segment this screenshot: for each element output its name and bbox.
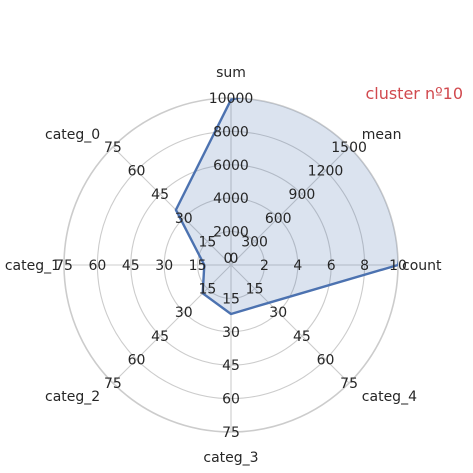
axis-name-count: count xyxy=(402,258,442,274)
tick-categ-1-4: 60 xyxy=(88,258,106,274)
tick-categ-4-1: 15 xyxy=(246,282,264,298)
tick-zero-0: 0 xyxy=(224,251,233,267)
tick-categ-2-2: 30 xyxy=(175,305,193,321)
tick-count-4: 8 xyxy=(360,258,369,274)
tick-count-2: 4 xyxy=(293,258,302,274)
tick-categ-3-1: 15 xyxy=(222,291,240,307)
tick-categ-2-5: 75 xyxy=(104,376,122,392)
tick-categ-1-2: 30 xyxy=(155,258,173,274)
axis-names: count mean sum categ_0 categ_1 categ_2 categ_3… xyxy=(5,65,442,466)
tick-categ-4-5: 75 xyxy=(340,376,358,392)
tick-mean-5: 1500 xyxy=(331,140,367,156)
tick-sum-3: 6000 xyxy=(213,158,249,174)
axis-name-categ-0: categ_0 xyxy=(45,127,100,143)
tick-sum-1: 2000 xyxy=(213,225,249,241)
tick-mean-2: 600 xyxy=(265,211,292,227)
chart-title: cluster nº10 xyxy=(365,84,463,103)
tick-labels: 2 4 6 8 103006009001200150020004000600080001… xyxy=(55,91,407,441)
tick-mean-1: 300 xyxy=(241,234,268,250)
axis-name-mean: mean xyxy=(362,127,402,143)
tick-categ-0-4: 60 xyxy=(128,164,146,180)
tick-sum-5: 10000 xyxy=(209,91,254,107)
tick-categ-3-4: 60 xyxy=(222,392,240,408)
tick-categ-3-3: 45 xyxy=(222,358,240,374)
axis-name-categ-4: categ_4 xyxy=(362,389,417,405)
tick-zero-1: 0 xyxy=(230,251,239,267)
tick-categ-1-3: 45 xyxy=(122,258,140,274)
tick-count-3: 6 xyxy=(327,258,336,274)
tick-categ-4-4: 60 xyxy=(317,353,335,369)
polar-grid xyxy=(63,97,399,433)
tick-categ-1-1: 15 xyxy=(189,258,207,274)
tick-categ-2-3: 45 xyxy=(151,329,169,345)
spoke-categ-4 xyxy=(230,264,350,384)
tick-categ-0-3: 45 xyxy=(151,187,169,203)
tick-count-1: 2 xyxy=(260,258,269,274)
tick-sum-2: 4000 xyxy=(213,191,249,207)
spoke-mean xyxy=(230,146,350,266)
tick-categ-2-1: 15 xyxy=(198,282,216,298)
tick-categ-1-5: 75 xyxy=(55,258,73,274)
tick-categ-3-5: 75 xyxy=(222,425,240,441)
tick-categ-0-2: 30 xyxy=(175,211,193,227)
tick-count-5: 10 xyxy=(389,258,407,274)
tick-mean-4: 1200 xyxy=(308,164,344,180)
tick-sum-4: 8000 xyxy=(213,124,249,140)
tick-categ-2-4: 60 xyxy=(128,353,146,369)
axis-name-sum: sum xyxy=(216,65,246,81)
tick-mean-3: 900 xyxy=(289,187,316,203)
axis-name-categ-3: categ_3 xyxy=(203,450,258,466)
tick-categ-4-3: 45 xyxy=(293,329,311,345)
axis-name-categ-2: categ_2 xyxy=(45,389,100,405)
axis-name-categ-1: categ_1 xyxy=(5,258,60,274)
spoke-categ-0 xyxy=(112,146,232,266)
spoke-categ-2 xyxy=(112,264,232,384)
tick-categ-0-1: 15 xyxy=(198,234,216,250)
tick-categ-3-2: 30 xyxy=(222,325,240,341)
tick-categ-4-2: 30 xyxy=(269,305,287,321)
tick-categ-0-5: 75 xyxy=(104,140,122,156)
